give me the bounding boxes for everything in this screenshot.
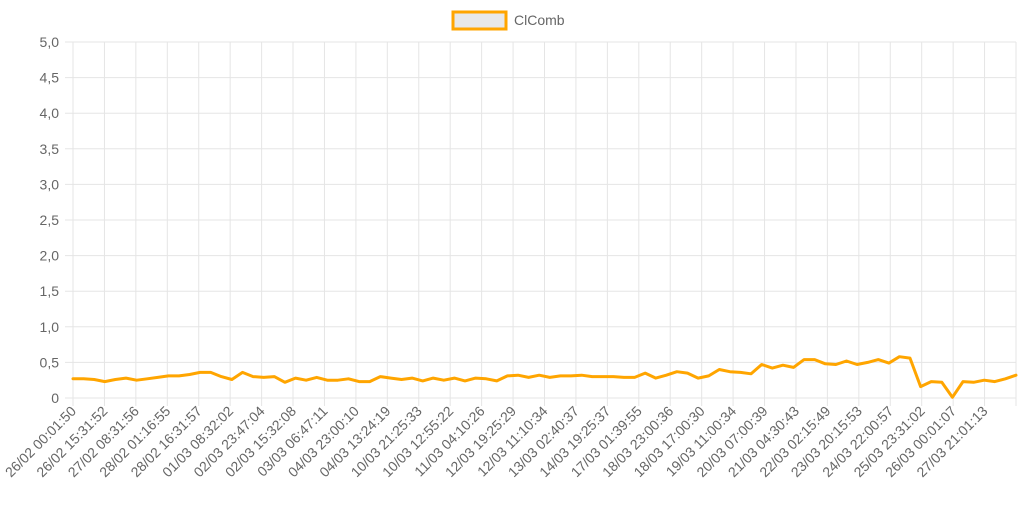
y-tick-label: 3,5: [40, 141, 60, 157]
y-tick-label: 0: [51, 390, 59, 406]
legend-swatch[interactable]: [451, 10, 508, 31]
y-tick-label: 5,0: [40, 34, 60, 50]
y-tick-label: 3,0: [40, 176, 60, 192]
legend-label[interactable]: ClComb: [514, 12, 565, 28]
y-tick-label: 0,5: [40, 354, 60, 370]
grid: [65, 41, 1017, 406]
y-tick-label: 1,0: [40, 319, 60, 335]
y-tick-label: 2,5: [40, 212, 60, 228]
y-tick-label: 4,5: [40, 70, 60, 86]
series-layer: [71, 355, 1018, 399]
y-tick-label: 4,0: [40, 105, 60, 121]
y-tick-label: 1,5: [40, 283, 60, 299]
legend[interactable]: ClComb: [451, 10, 565, 31]
y-axis-ticks: 0 0,5 1,0 1,5 2,0 2,5 3,0 3,5 4,0 4,5 5,0: [40, 34, 60, 406]
series-line: [71, 355, 1018, 399]
y-tick-label: 2,0: [40, 248, 60, 264]
